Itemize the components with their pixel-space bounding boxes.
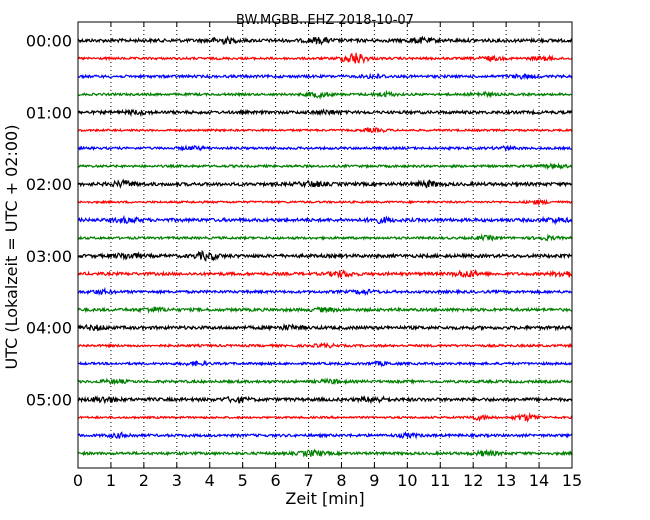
trace-line-04:00 [77,323,573,332]
seismic-traces [77,35,573,458]
x-axis-label: Zeit [min] [285,489,364,508]
x-tick-label: 5 [238,471,248,490]
x-axis-ticks: 0 1 2 3 4 5 6 7 8 9 10 11 12 13 14 15 [73,22,582,490]
y-axis-label: UTC (Lokalzeit = UTC + 02:00) [2,125,21,370]
trace-line-02:00 [77,178,573,189]
y-axis-ticks: 00:00 01:00 02:00 03:00 04:00 05:00 [26,32,572,410]
x-tick-label: 0 [73,471,83,490]
trace-line-04:45 [77,377,573,386]
trace-line-01:15 [77,126,573,134]
trace-line-03:45 [77,305,573,315]
x-tick-label: 11 [430,471,450,490]
trace-line-03:00 [77,249,573,262]
trace-line-05:45 [77,448,573,458]
x-tick-label: 2 [139,471,149,490]
x-tick-label: 3 [172,471,182,490]
trace-line-05:30 [77,431,573,440]
y-tick-label: 04:00 [26,319,72,338]
trace-line-01:30 [77,144,573,152]
y-tick-label: 02:00 [26,175,72,194]
trace-line-01:00 [77,108,573,118]
chart-title: BW.MGBB..EHZ 2018-10-07 [236,13,414,28]
x-tick-label: 14 [529,471,549,490]
trace-line-00:45 [77,89,573,100]
plot-frame [77,21,573,469]
y-tick-label: 00:00 [26,32,72,51]
trace-line-02:15 [77,198,573,207]
y-tick-label: 01:00 [26,103,72,122]
x-tick-label: 12 [463,471,483,490]
x-tick-label: 15 [562,471,582,490]
x-tick-label: 7 [303,471,313,490]
x-tick-label: 6 [271,471,281,490]
trace-line-04:30 [77,359,573,368]
trace-line-05:00 [77,395,573,405]
y-tick-label: 05:00 [26,391,72,410]
trace-line-00:00 [77,35,573,46]
x-tick-label: 13 [496,471,516,490]
trace-line-05:15 [77,412,573,423]
trace-line-02:30 [77,214,573,226]
x-tick-label: 10 [397,471,417,490]
trace-line-03:30 [77,286,573,297]
x-tick-label: 4 [205,471,215,490]
x-tick-label: 8 [336,471,346,490]
trace-line-00:15 [77,52,573,65]
trace-line-00:30 [77,72,573,81]
x-tick-label: 9 [369,471,379,490]
y-tick-label: 03:00 [26,247,72,266]
trace-line-01:45 [77,162,573,171]
trace-line-04:15 [77,341,573,349]
trace-line-02:45 [77,233,573,242]
trace-line-03:15 [77,268,573,279]
x-tick-label: 1 [106,471,116,490]
